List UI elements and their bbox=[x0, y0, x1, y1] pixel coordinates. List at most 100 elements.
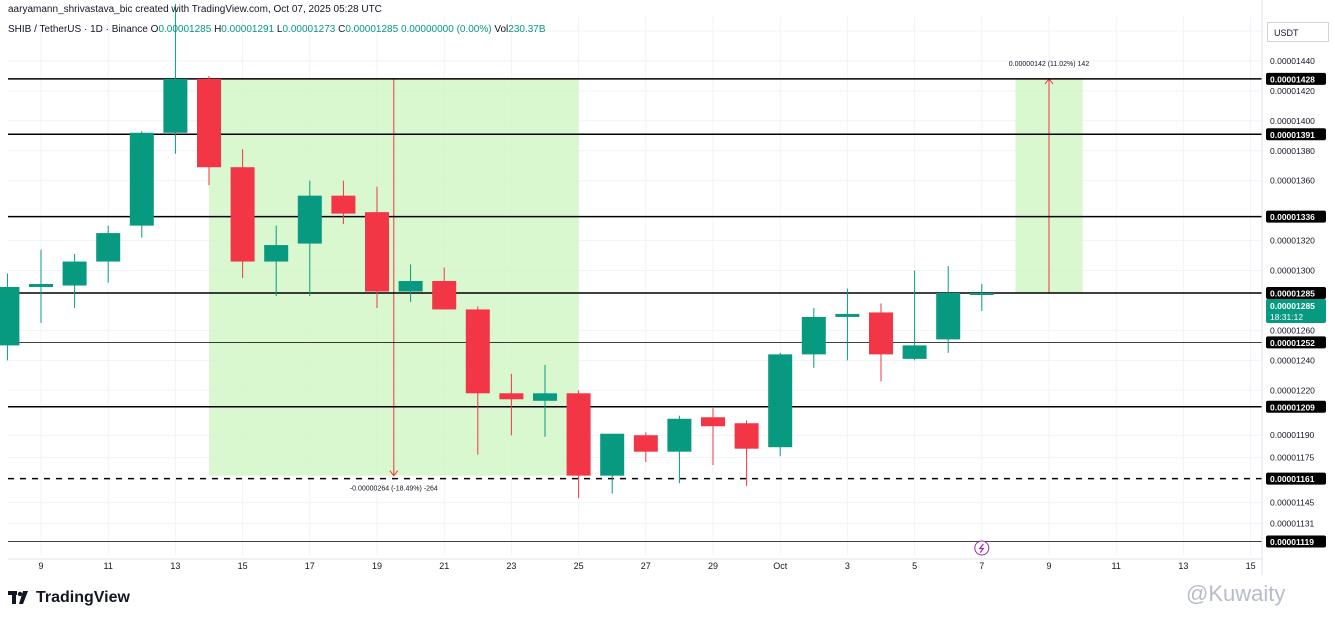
price-tick-label: 0.00001440 bbox=[1270, 56, 1315, 66]
candle-body bbox=[633, 435, 658, 452]
candle-body bbox=[0, 286, 20, 346]
candle-body bbox=[62, 261, 87, 286]
time-tick-label: 11 bbox=[104, 561, 113, 571]
time-tick-label: 11 bbox=[1112, 561, 1121, 571]
price-tick-label: 0.00001420 bbox=[1270, 86, 1315, 96]
symbol-legend: SHIB / TetherUS · 1D · Binance O0.000012… bbox=[8, 24, 546, 35]
bar-countdown-label: 18:31:12 bbox=[1270, 312, 1303, 322]
price-tick-label: 0.00001300 bbox=[1270, 266, 1315, 276]
time-tick-label: 23 bbox=[506, 561, 516, 571]
level-price-label: 0.00001119 bbox=[1270, 537, 1314, 547]
time-tick-label: 13 bbox=[170, 561, 180, 571]
chart-credit: aaryamann_shrivastava_bic created with T… bbox=[8, 4, 382, 15]
candle-body bbox=[264, 245, 289, 262]
level-price-badge bbox=[1266, 210, 1326, 223]
candle-body bbox=[96, 233, 121, 262]
current-price-badge bbox=[1266, 298, 1326, 323]
measure-label: 0.00000142 (11.02%) 142 bbox=[1009, 61, 1090, 68]
candle-body bbox=[902, 345, 927, 359]
volume-label: Vol bbox=[494, 24, 509, 35]
close-value: 0.00001285 bbox=[345, 24, 399, 35]
time-tick-label: 17 bbox=[305, 561, 315, 571]
time-tick-label: 19 bbox=[372, 561, 382, 571]
watermark: @Kuwaity bbox=[1186, 581, 1286, 606]
event-lightning-glyph bbox=[978, 543, 985, 553]
level-price-label: 0.00001209 bbox=[1270, 402, 1315, 412]
candle-body bbox=[969, 292, 994, 295]
candle-body bbox=[297, 195, 322, 244]
horizontal-levels bbox=[8, 78, 1262, 542]
candle-body bbox=[129, 132, 154, 226]
time-tick-label: 29 bbox=[708, 561, 718, 571]
level-price-label: 0.00001161 bbox=[1270, 474, 1315, 484]
time-tick-label: 7 bbox=[979, 561, 984, 571]
level-price-label: 0.00001336 bbox=[1270, 212, 1315, 222]
candle-body bbox=[600, 433, 625, 476]
measure-label: -0.00000264 (-18.49%) -264 bbox=[350, 486, 438, 493]
change-value: 0.00000000 (0.00%) bbox=[400, 24, 492, 35]
candle-body bbox=[432, 281, 457, 310]
time-axis: 9 11 13 15 17 19 21 23 25 27 29 Oct 3 5 7 9 11 13 15 bbox=[38, 540, 1256, 571]
high-value: 0.00001291 bbox=[221, 24, 275, 35]
time-tick-label: 3 bbox=[845, 561, 850, 571]
time-tick-label: 9 bbox=[38, 561, 43, 571]
measure-zones: -0.00000264 (-18.49%) -264 0.00000142 (11… bbox=[209, 61, 1089, 493]
time-tick-label: 13 bbox=[1178, 561, 1188, 571]
measure-arrowhead bbox=[389, 470, 399, 477]
level-price-badge bbox=[1266, 128, 1326, 141]
price-tick-label: 0.00001260 bbox=[1270, 325, 1315, 335]
candle-body bbox=[734, 423, 759, 449]
level-price-badge bbox=[1266, 72, 1326, 85]
candle-body bbox=[230, 167, 255, 262]
candle-body bbox=[936, 292, 961, 340]
candle-body bbox=[197, 78, 221, 168]
candle-body bbox=[801, 316, 826, 355]
level-price-badge bbox=[1266, 286, 1326, 299]
time-tick-label: 25 bbox=[574, 561, 584, 571]
open-value: 0.00001285 bbox=[158, 24, 212, 35]
price-tick-label: 0.00001145 bbox=[1270, 498, 1315, 508]
level-price-label: 0.00001391 bbox=[1270, 130, 1315, 140]
price-tick-label: 0.00001220 bbox=[1270, 385, 1315, 395]
price-tick-label: 0.00001320 bbox=[1270, 236, 1315, 246]
candle-body bbox=[533, 393, 557, 401]
level-price-badge bbox=[1266, 400, 1326, 413]
candle-body bbox=[398, 281, 423, 292]
price-tick-label: 0.00001360 bbox=[1270, 176, 1315, 186]
tradingview-logo-text: TradingView bbox=[36, 589, 130, 606]
time-tick-label: 5 bbox=[912, 561, 917, 571]
level-price-label: 0.00001428 bbox=[1270, 74, 1315, 84]
candle-body bbox=[29, 284, 53, 287]
current-price-label: 0.00001285 bbox=[1270, 301, 1315, 311]
candle-body bbox=[835, 313, 860, 317]
candle-body bbox=[163, 78, 188, 133]
price-tick-label: 0.00001190 bbox=[1270, 430, 1315, 440]
volume-value: 230.37B bbox=[508, 24, 546, 35]
price-tick-label: 0.00001240 bbox=[1270, 355, 1315, 365]
level-price-label: 0.00001285 bbox=[1270, 288, 1315, 298]
currency-selector[interactable]: USDT bbox=[1267, 22, 1329, 42]
candle-body bbox=[331, 195, 356, 214]
low-value: 0.00001273 bbox=[282, 24, 336, 35]
candle-body bbox=[701, 417, 725, 427]
high-label: H bbox=[214, 24, 222, 35]
time-tick-label: 15 bbox=[238, 561, 248, 571]
price-tick-label: 0.00001400 bbox=[1270, 116, 1315, 126]
candle-body bbox=[869, 312, 893, 355]
time-tick-label: 27 bbox=[641, 561, 651, 571]
tradingview-logo[interactable]: TradingView bbox=[8, 589, 130, 607]
symbol-name: SHIB / TetherUS · 1D · Binance bbox=[8, 24, 148, 35]
time-tick-label: 9 bbox=[1046, 561, 1051, 571]
candle-body bbox=[667, 418, 692, 452]
candle-body bbox=[566, 393, 591, 476]
tradingview-logo-icon bbox=[8, 590, 28, 604]
candle-body bbox=[499, 393, 524, 400]
candle-body bbox=[365, 212, 389, 292]
low-label: L bbox=[276, 24, 283, 35]
candle-body bbox=[465, 309, 490, 394]
price-tick-label: 0.00001380 bbox=[1270, 146, 1315, 156]
price-tick-label: 0.00001175 bbox=[1270, 453, 1315, 463]
price-tick-label: 0.00001131 bbox=[1270, 519, 1315, 529]
time-tick-label: 15 bbox=[1246, 561, 1256, 571]
